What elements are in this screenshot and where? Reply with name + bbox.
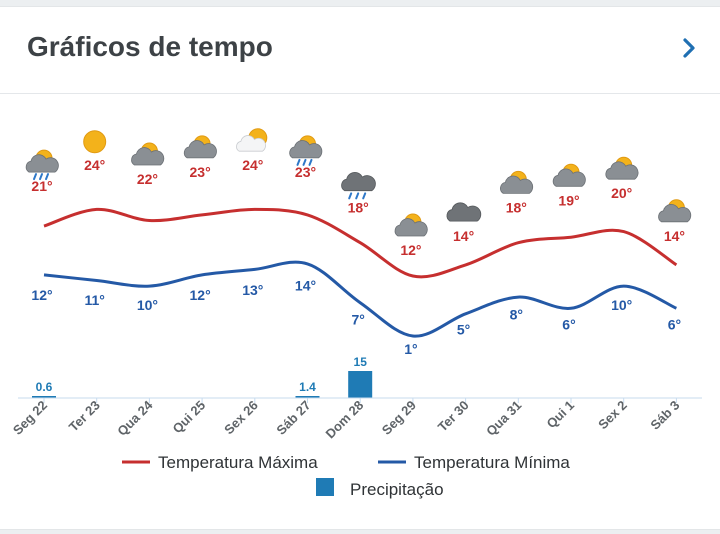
precipitation-bar	[295, 396, 320, 398]
precipitation-label: 0.6	[36, 380, 53, 394]
day-label: Qua 31	[483, 398, 524, 439]
min-temperature-label: 12°	[190, 287, 211, 303]
max-temperature-label: 22°	[137, 171, 158, 187]
cloud-icon	[446, 202, 482, 222]
precipitation-series: 0.6 1.4 15	[32, 355, 373, 398]
sun-cloud-icon	[236, 128, 268, 152]
max-temperature-line	[43, 207, 678, 279]
day-label: Sex 26	[221, 398, 261, 438]
legend-min-label: Temperatura Mínima	[414, 453, 570, 472]
cloud-sun-icon	[605, 156, 639, 180]
precipitation-label: 15	[354, 355, 368, 369]
day-label: Seg 29	[379, 398, 419, 438]
day-label: Qui 25	[170, 398, 209, 437]
cloud-sun-icon	[183, 135, 217, 159]
day-label: Qua 24	[114, 397, 156, 439]
min-temperature-label: 7°	[352, 312, 365, 328]
min-temperature-label: 1°	[404, 341, 417, 357]
precipitation-bar	[348, 371, 373, 398]
max-temperature-label: 24°	[84, 157, 105, 173]
max-temperature-label: 24°	[242, 157, 263, 173]
chevron-right-icon[interactable]	[678, 33, 700, 63]
max-temperature-label: 19°	[558, 192, 579, 208]
cloud-sun-rain-icon	[25, 149, 59, 181]
max-temperature-label: 23°	[190, 164, 211, 180]
max-temperature-label: 20°	[611, 185, 632, 201]
min-temperature-label: 5°	[457, 321, 470, 337]
day-label: Seg 22	[10, 398, 50, 438]
max-temperature-series: 21° 24° 22° 23° 24° 23° 18° 12° 14° 18° 19° 20° 14°	[31, 157, 685, 279]
day-label: Dom 28	[323, 398, 367, 442]
precipitation-bar	[32, 396, 56, 398]
day-label: Ter 23	[66, 398, 103, 435]
weather-charts-card: Gráficos de tempo	[0, 6, 720, 530]
min-temperature-label: 10°	[611, 297, 632, 313]
x-axis-tick-labels: Seg 22 Ter 23 Qua 24 Qui 25 Sex 26 Sáb 27 Dom …	[10, 397, 683, 441]
min-temperature-label: 6°	[562, 317, 575, 333]
min-temperature-label: 14°	[295, 277, 316, 293]
max-temperature-label: 12°	[400, 242, 421, 258]
weather-icons-group	[25, 128, 692, 237]
cloud-sun-icon	[394, 213, 428, 237]
min-temperature-series: 12° 11° 10° 12° 13° 14° 7° 1° 5° 8° 6° 10° 6°	[31, 260, 681, 357]
cloud-sun-rain-icon	[289, 135, 323, 166]
cloud-sun-icon	[500, 170, 534, 194]
cloud-sun-icon	[658, 199, 692, 223]
min-temperature-label: 13°	[242, 282, 263, 298]
day-label: Qui 1	[544, 398, 578, 432]
day-label: Sáb 3	[647, 398, 682, 433]
max-temperature-label: 21°	[31, 178, 52, 194]
day-label: Ter 30	[435, 398, 472, 435]
min-temperature-label: 11°	[84, 292, 104, 308]
cloud-sun-icon	[131, 142, 165, 166]
day-label: Sex 2	[595, 398, 630, 433]
card-title: Gráficos de tempo	[27, 31, 273, 62]
min-temperature-label: 10°	[137, 297, 158, 313]
legend-max-label: Temperatura Máxima	[158, 453, 318, 472]
min-temperature-label: 6°	[668, 317, 681, 333]
legend: Temperatura Máxima Temperatura Mínima Pr…	[122, 453, 570, 499]
max-temperature-label: 14°	[453, 228, 474, 244]
max-temperature-label: 23°	[295, 164, 316, 180]
legend-precip-swatch	[316, 478, 334, 496]
max-temperature-label: 18°	[348, 199, 369, 215]
min-temperature-label: 12°	[31, 287, 52, 303]
max-temperature-label: 14°	[664, 228, 685, 244]
precipitation-label: 1.4	[299, 380, 316, 394]
min-temperature-line	[43, 260, 678, 338]
rain-cloud-icon	[341, 172, 376, 200]
card-header[interactable]: Gráficos de tempo	[0, 7, 720, 94]
min-temperature-label: 8°	[510, 307, 523, 323]
sun-icon	[83, 130, 107, 154]
day-label: Sáb 27	[273, 398, 313, 438]
cloud-sun-icon	[552, 163, 586, 187]
max-temperature-label: 18°	[506, 199, 527, 215]
legend-precip-label: Precipitação	[350, 480, 444, 499]
